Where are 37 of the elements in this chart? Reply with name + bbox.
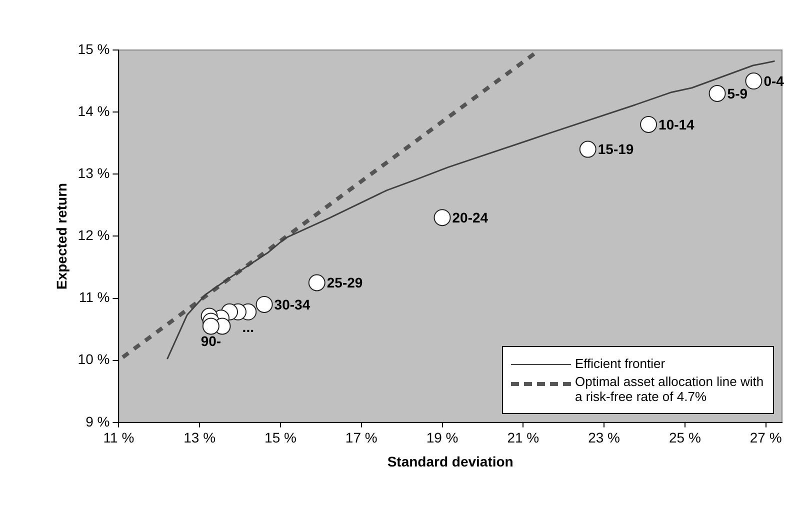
point <box>256 296 273 313</box>
annotation: 10-14 <box>658 116 695 132</box>
point <box>640 116 658 133</box>
point <box>202 318 220 335</box>
x-tick-label: 23 % <box>588 430 620 446</box>
annotation: 30-34 <box>274 296 310 312</box>
y-tick-label: 10 % <box>78 351 110 368</box>
annotation: 0-4 <box>764 72 784 89</box>
x-tick-label: 13 % <box>184 430 216 446</box>
point <box>708 84 726 102</box>
point <box>745 72 762 90</box>
point <box>434 209 451 226</box>
annotation: 90- <box>200 333 222 350</box>
annotation: 15-19 <box>598 141 634 158</box>
x-tick-label: 15 % <box>264 430 296 446</box>
annotation: 20-24 <box>452 209 488 226</box>
y-tick-label: 15 % <box>78 40 110 57</box>
x-tick-label: 11 % <box>103 430 134 446</box>
x-tick-label: 27 % <box>750 430 782 446</box>
y-tick-label: 9 % <box>86 413 110 430</box>
y-tick-label: 11 % <box>78 289 110 306</box>
x-tick-label: 17 % <box>345 430 378 446</box>
y-axis-title: Expected return <box>53 182 70 290</box>
x-tick-label: 21 % <box>507 430 540 446</box>
y-tick-label: 12 % <box>78 227 110 244</box>
legend-label: Efficient frontier <box>575 356 666 372</box>
y-tick-label: 14 % <box>78 102 110 119</box>
x-axis-title: Standard deviation <box>387 453 514 470</box>
x-tick-label: 25 % <box>668 430 701 446</box>
annotation: 5-9 <box>727 85 748 102</box>
point <box>308 274 326 292</box>
annotation: 25-29 <box>326 274 363 291</box>
point <box>579 140 596 158</box>
y-tick-label: 13 % <box>78 164 110 181</box>
annotation: ... <box>242 318 254 335</box>
legend-label: Optimal asset allocation line with a risk-free rate of 4.7% <box>575 374 765 404</box>
x-tick-label: 19 % <box>426 430 458 446</box>
